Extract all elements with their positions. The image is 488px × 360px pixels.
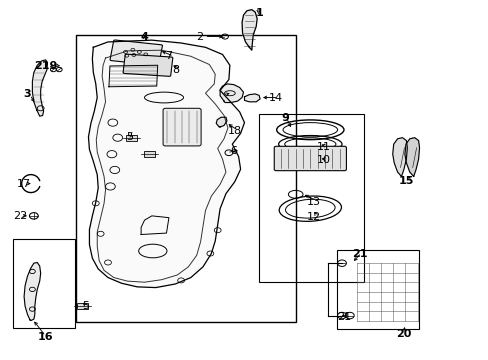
Bar	[77, 303, 88, 309]
Text: 6: 6	[230, 146, 237, 156]
Polygon shape	[244, 94, 260, 102]
Bar	[125, 135, 137, 140]
Polygon shape	[88, 40, 244, 288]
Text: 11: 11	[316, 141, 330, 152]
Polygon shape	[404, 138, 419, 176]
Polygon shape	[32, 60, 47, 116]
Text: 17: 17	[17, 179, 31, 189]
Polygon shape	[392, 138, 407, 176]
Text: 1: 1	[255, 8, 263, 18]
Text: 7: 7	[165, 51, 172, 61]
Text: 12: 12	[306, 212, 321, 221]
Text: 22: 22	[13, 211, 27, 221]
FancyBboxPatch shape	[123, 54, 172, 76]
Text: 2: 2	[196, 32, 203, 41]
Text: 21: 21	[351, 248, 366, 258]
Text: 21: 21	[336, 312, 350, 322]
Text: 3: 3	[23, 89, 31, 99]
Text: 18: 18	[227, 126, 241, 135]
Text: 5: 5	[82, 301, 89, 311]
Bar	[259, 114, 363, 282]
Polygon shape	[216, 117, 226, 127]
Text: 16: 16	[38, 332, 53, 342]
Bar	[143, 151, 155, 157]
Polygon shape	[220, 84, 243, 103]
FancyBboxPatch shape	[274, 146, 346, 171]
Text: 13: 13	[306, 197, 321, 207]
Bar	[336, 250, 418, 329]
Text: 10: 10	[316, 155, 330, 165]
Polygon shape	[24, 262, 41, 320]
FancyBboxPatch shape	[163, 108, 201, 146]
Text: 219: 219	[34, 61, 58, 71]
Text: 4: 4	[141, 32, 148, 41]
Text: 20: 20	[395, 329, 410, 339]
Text: 14: 14	[268, 93, 283, 103]
FancyBboxPatch shape	[110, 40, 162, 66]
Bar	[76, 35, 295, 321]
Bar	[13, 239, 75, 328]
Text: 9: 9	[281, 113, 289, 123]
Text: 5: 5	[126, 132, 133, 142]
Text: 8: 8	[172, 64, 180, 75]
Text: 15: 15	[398, 176, 413, 186]
Polygon shape	[242, 10, 257, 50]
